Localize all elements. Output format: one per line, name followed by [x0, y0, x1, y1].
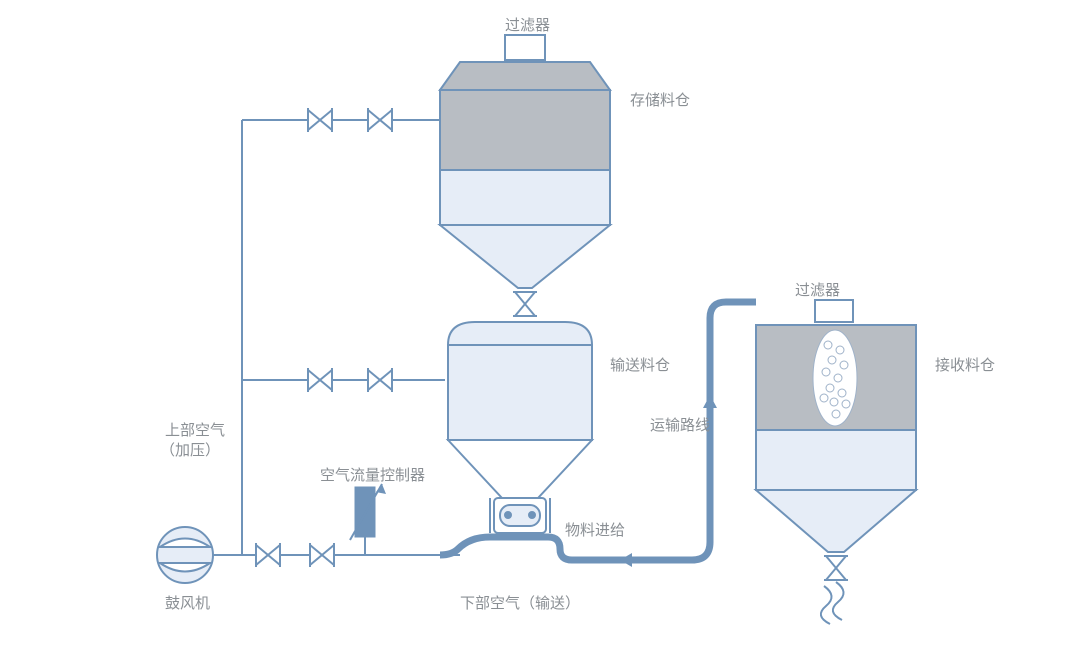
receiving-silo — [756, 300, 916, 624]
valve-icon — [308, 108, 332, 132]
blower — [157, 527, 213, 583]
storage-silo — [440, 35, 610, 316]
label-air-flow-controller: 空气流量控制器 — [320, 467, 425, 484]
valve-icon — [368, 108, 392, 132]
label-transfer-silo: 输送料仓 — [610, 357, 670, 374]
label-transport-route: 运输路线 — [650, 417, 710, 434]
label-upper-air-2: （加压） — [160, 442, 220, 459]
thin-pipes — [213, 120, 445, 555]
label-material-feed: 物料进给 — [565, 522, 625, 539]
label-lower-air: 下部空气（输送） — [460, 595, 580, 612]
valve-icon — [368, 368, 392, 392]
valve-icon — [513, 292, 537, 316]
label-receiving-silo: 接收料仓 — [935, 357, 995, 374]
label-filter-right: 过滤器 — [795, 282, 840, 299]
particle-plume-icon — [813, 330, 857, 426]
label-upper-air-1: 上部空气 — [165, 422, 225, 439]
label-storage-silo: 存储料仓 — [630, 92, 690, 109]
air-flow-controller — [350, 484, 386, 555]
valve-icon — [824, 556, 848, 580]
label-blower: 鼓风机 — [165, 595, 210, 612]
valve-icon — [256, 543, 280, 567]
valve-icon — [310, 543, 334, 567]
label-filter-top: 过滤器 — [505, 17, 550, 34]
transfer-silo — [448, 322, 592, 533]
valve-icon — [308, 368, 332, 392]
pneumatic-conveying-diagram: 过滤器 存储料仓 输送料仓 上部空气 （加压） 空气流量控制器 鼓风机 下部空气… — [0, 0, 1080, 663]
